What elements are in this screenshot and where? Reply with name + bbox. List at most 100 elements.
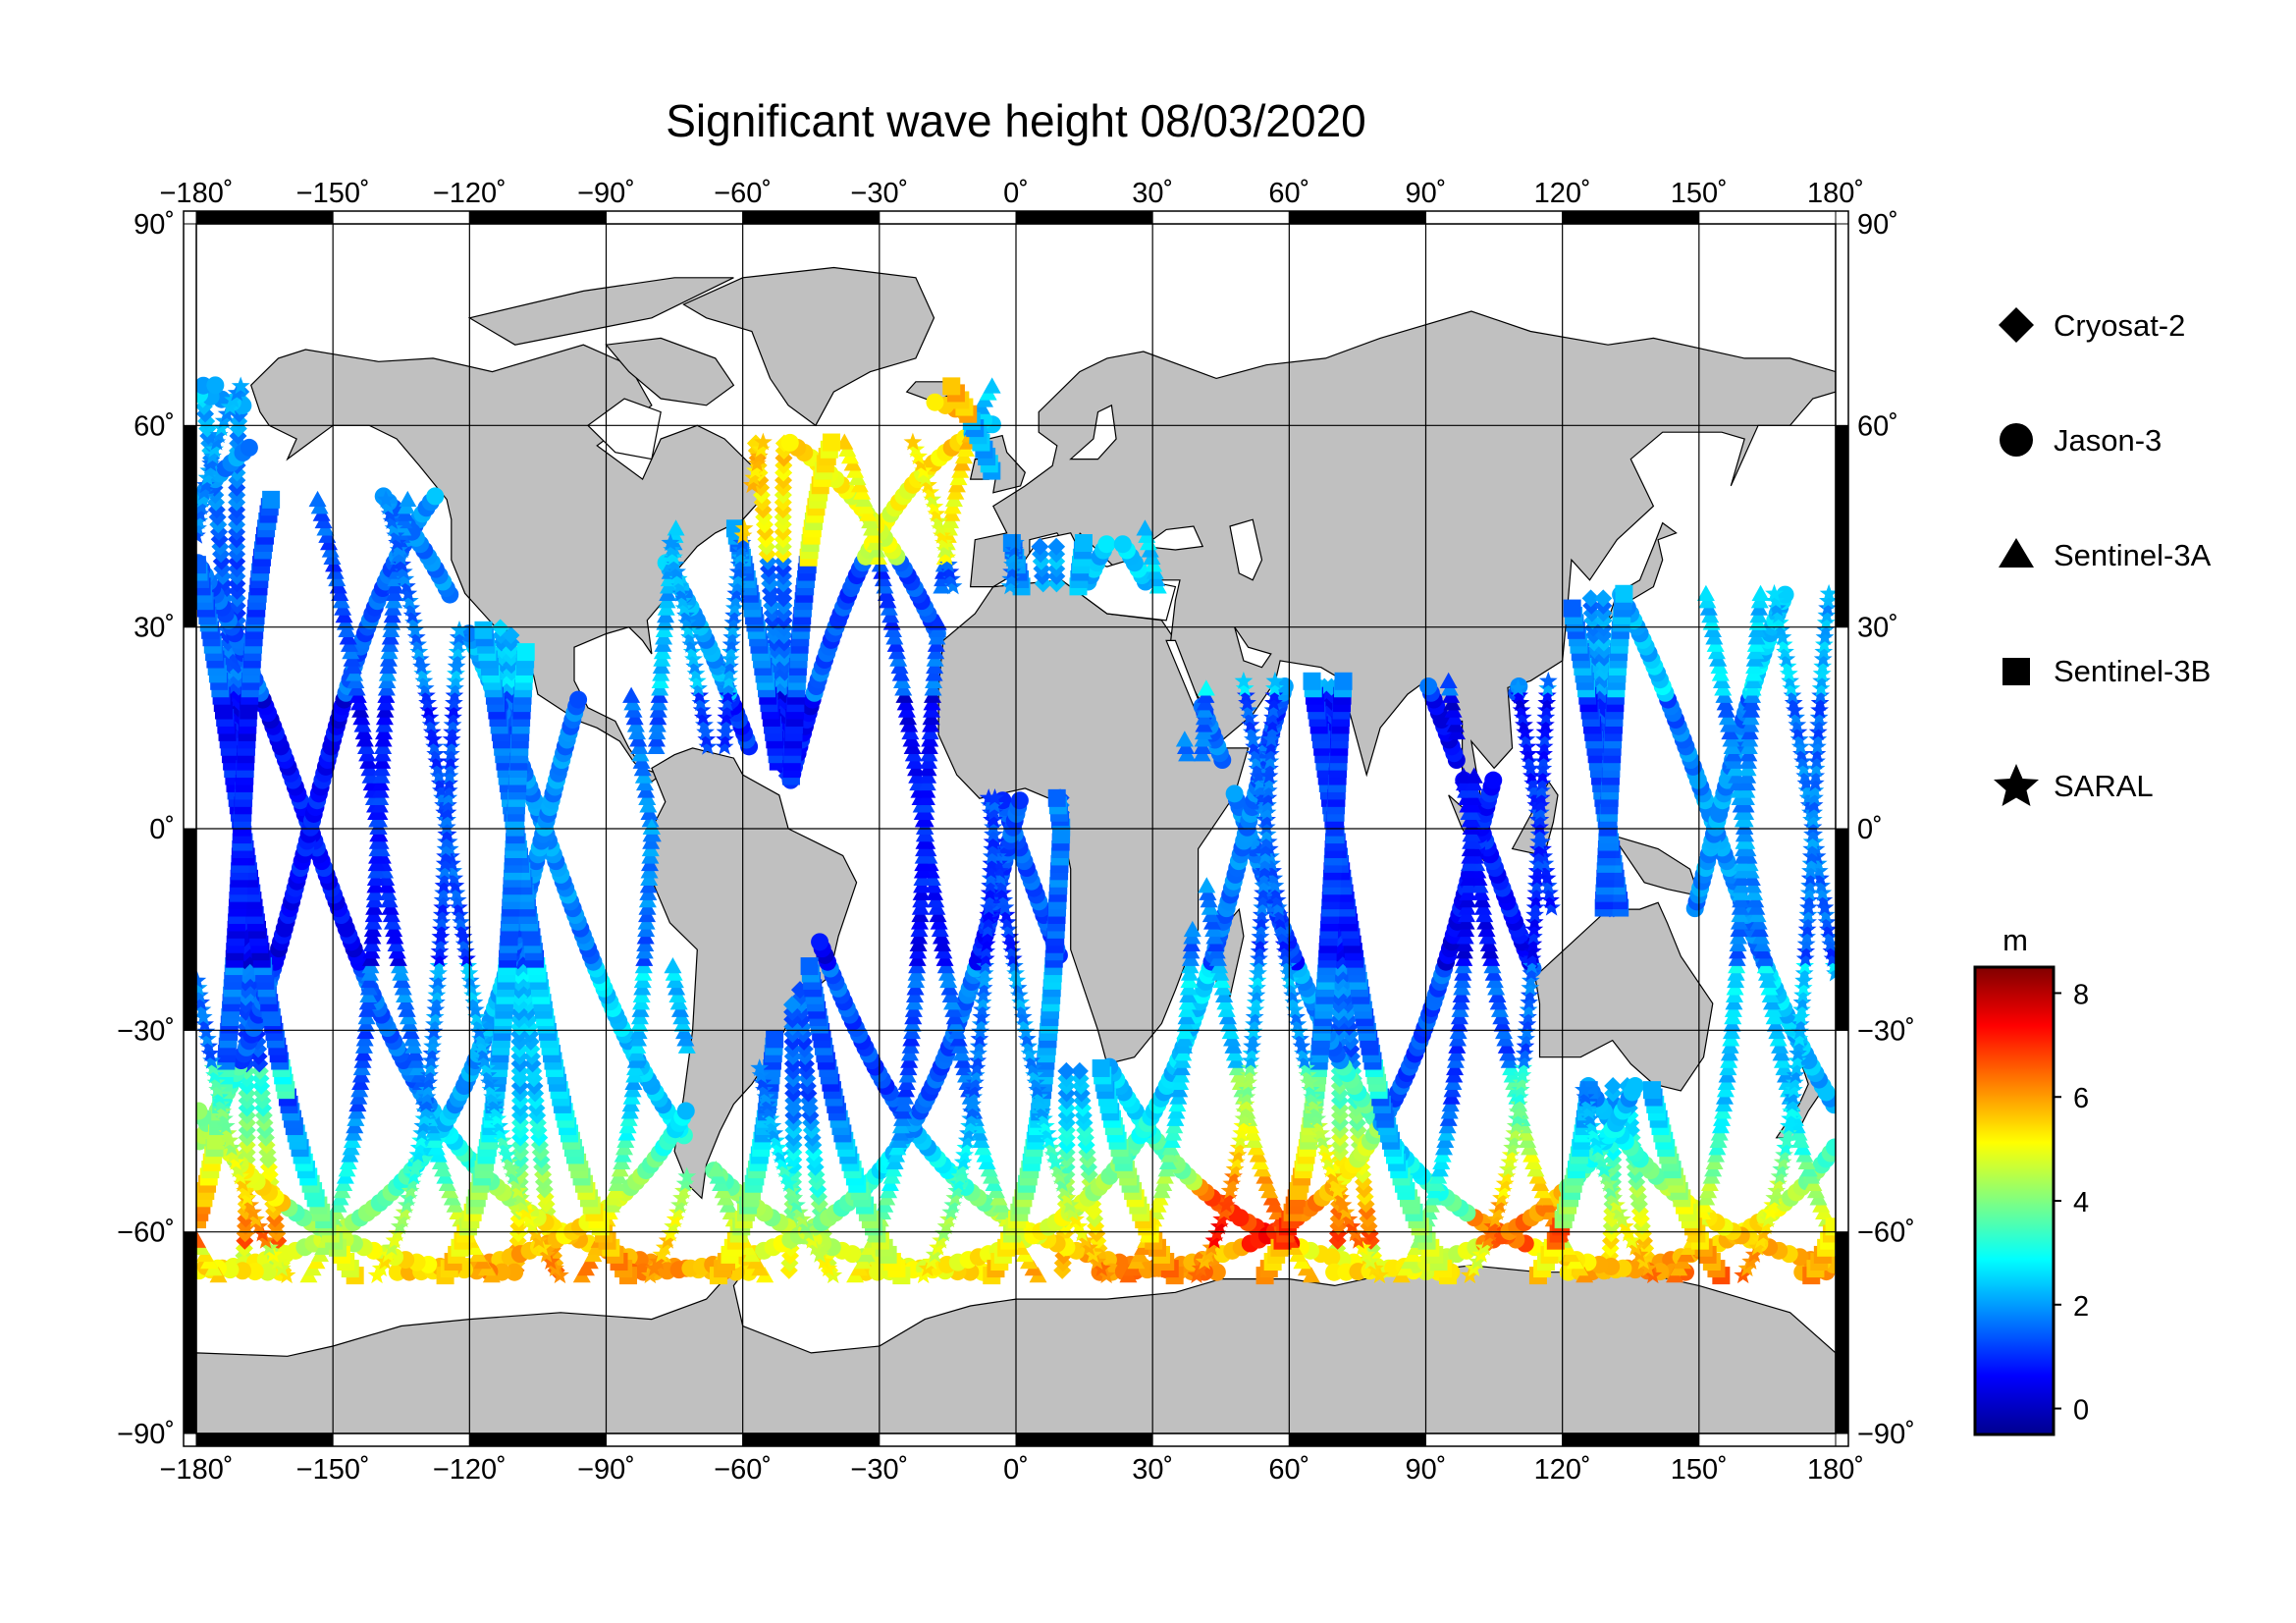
lon-tick-label: 30˚: [1132, 1454, 1173, 1486]
colorbar-unit: m: [2002, 923, 2028, 957]
lon-tick-label: −120˚: [433, 1454, 507, 1486]
lon-tick-label: 0˚: [1003, 178, 1029, 209]
lon-tick-label: 90˚: [1406, 178, 1447, 209]
frame-bar-top: [468, 210, 608, 225]
legend-label: SARAL: [2054, 769, 2154, 803]
land-baffin: [605, 337, 735, 406]
frame-bar-bottom: [1562, 1433, 1700, 1447]
frame-bar-top: [1151, 210, 1290, 225]
lon-tick-label: −90˚: [577, 178, 635, 209]
lat-tick-label: −90˚: [117, 1419, 175, 1450]
lat-tick-label: −30˚: [1857, 1015, 1915, 1047]
frame-bar-left: [183, 424, 197, 628]
frame-bar-right: [1835, 1231, 1849, 1434]
frame-bar-bottom: [879, 1433, 1017, 1447]
square-icon: [2002, 658, 2030, 685]
land-arctic-islands: [467, 277, 734, 346]
colorbar-tick-label: 4: [2073, 1187, 2089, 1218]
frame-bar-right: [1835, 424, 1849, 628]
frame-bar-bottom: [1151, 1433, 1290, 1447]
lat-tick-labels-right: −90˚ −60˚ −30˚ 0˚ 30˚ 60˚ 90˚: [1857, 209, 1915, 1450]
lon-tick-label: −120˚: [433, 178, 507, 209]
lon-tick-label: −150˚: [296, 1454, 370, 1486]
water-baltic-sea: [1069, 404, 1117, 460]
frame-bar-bottom: [606, 1433, 744, 1447]
lon-tick-label: 60˚: [1268, 1454, 1309, 1486]
legend-label: Sentinel-3B: [2054, 654, 2211, 688]
frame-bar-bottom: [1015, 1433, 1153, 1447]
land-eurasia: [969, 310, 1836, 823]
frame-bar-right: [1835, 223, 1849, 426]
lon-tick-label: 150˚: [1671, 178, 1728, 209]
colorbar-tick-label: 6: [2073, 1083, 2089, 1114]
lon-tick-label: −30˚: [850, 1454, 908, 1486]
colorbar-tick-label: 2: [2073, 1291, 2089, 1323]
water-black-sea: [1142, 525, 1204, 551]
lat-tick-label: −90˚: [1857, 1419, 1915, 1450]
legend-label: Jason-3: [2054, 423, 2162, 458]
lon-tick-label: −60˚: [714, 1454, 772, 1486]
lon-tick-label: 0˚: [1003, 1454, 1029, 1486]
colorbar-tick-label: 8: [2073, 979, 2089, 1010]
frame-bar-left: [183, 626, 197, 830]
map-panel: −180˚ −150˚ −120˚ −90˚ −60˚ −30˚ 0˚ 30˚ 60˚ 90˚ 12…: [117, 178, 1915, 1486]
water-caspian-sea: [1229, 518, 1263, 581]
lat-tick-label: −60˚: [117, 1217, 175, 1249]
legend-item-cryosat2: Cryosat-2: [1999, 307, 2185, 343]
legend: Cryosat-2 Jason-3 Sentinel-3A Sentinel-3…: [1994, 307, 2212, 806]
lat-tick-label: −30˚: [117, 1015, 175, 1047]
lat-tick-label: 30˚: [133, 613, 175, 644]
frame-outline: [183, 210, 1849, 1447]
frame-bar-bottom: [1288, 1433, 1427, 1447]
land-australia: [1534, 901, 1714, 1092]
lon-tick-label: 90˚: [1406, 1454, 1447, 1486]
lon-tick-label: 180˚: [1807, 1454, 1864, 1486]
lon-tick-label: −60˚: [714, 178, 772, 209]
satellite-tracks: [196, 376, 1836, 1285]
lon-tick-label: 30˚: [1132, 178, 1173, 209]
lon-tick-labels-top: −180˚ −150˚ −120˚ −90˚ −60˚ −30˚ 0˚ 30˚ 60˚ 90˚ 12…: [160, 178, 1865, 209]
track-group-saral: [196, 376, 1836, 1284]
frame-bar-bottom: [332, 1433, 470, 1447]
lon-tick-label: −30˚: [850, 178, 908, 209]
lat-tick-label: 0˚: [149, 814, 175, 845]
circle-icon: [2000, 423, 2033, 457]
frame-bar-top: [606, 210, 744, 225]
frame-bar-top: [879, 210, 1017, 225]
frame-bar-left: [183, 1029, 197, 1233]
diamond-icon: [1999, 307, 2034, 343]
legend-label: Cryosat-2: [2054, 308, 2185, 343]
frame-bar-top: [1698, 210, 1837, 225]
chart-title: Significant wave height 08/03/2020: [666, 95, 1366, 146]
lat-tick-label: 60˚: [1857, 410, 1898, 442]
frame-bar-bottom: [1698, 1433, 1837, 1447]
lat-tick-labels-left: −90˚ −60˚ −30˚ 0˚ 30˚ 60˚ 90˚: [117, 209, 175, 1450]
lon-tick-label: 60˚: [1268, 178, 1309, 209]
frame-bar-left: [183, 828, 197, 1031]
frame-bar-right: [1835, 828, 1849, 1031]
frame-inner: [195, 223, 1837, 1434]
colorbar-tick-label: 0: [2073, 1395, 2089, 1427]
water-persian-gulf: [1234, 626, 1272, 669]
legend-item-sentinel3a: Sentinel-3A: [1999, 538, 2212, 572]
lat-tick-label: 90˚: [133, 209, 175, 241]
colorbar-ticks: 0 2 4 6 8: [2054, 979, 2089, 1427]
lat-tick-label: 0˚: [1857, 814, 1883, 845]
frame-bar-top: [195, 210, 334, 225]
lon-tick-label: 150˚: [1671, 1454, 1728, 1486]
map-frame: [183, 210, 1849, 1447]
legend-item-saral: SARAL: [1994, 764, 2154, 806]
lat-tick-label: 30˚: [1857, 613, 1898, 644]
triangle-icon: [1999, 538, 2034, 568]
legend-item-sentinel3b: Sentinel-3B: [2002, 654, 2211, 688]
frame-bar-right: [1835, 1029, 1849, 1233]
frame-bar-bottom: [1425, 1433, 1564, 1447]
land-south-america: [646, 747, 858, 1200]
frame-bar-top: [742, 210, 881, 225]
frame-bar-top: [1288, 210, 1427, 225]
lat-tick-label: 90˚: [1857, 209, 1898, 241]
lon-tick-label: −180˚: [160, 178, 234, 209]
lon-tick-labels-bottom: −180˚ −150˚ −120˚ −90˚ −60˚ −30˚ 0˚ 30˚ 60˚ 90˚ 12…: [160, 1454, 1865, 1486]
lon-tick-label: 120˚: [1534, 1454, 1591, 1486]
star-icon: [1994, 764, 2039, 806]
